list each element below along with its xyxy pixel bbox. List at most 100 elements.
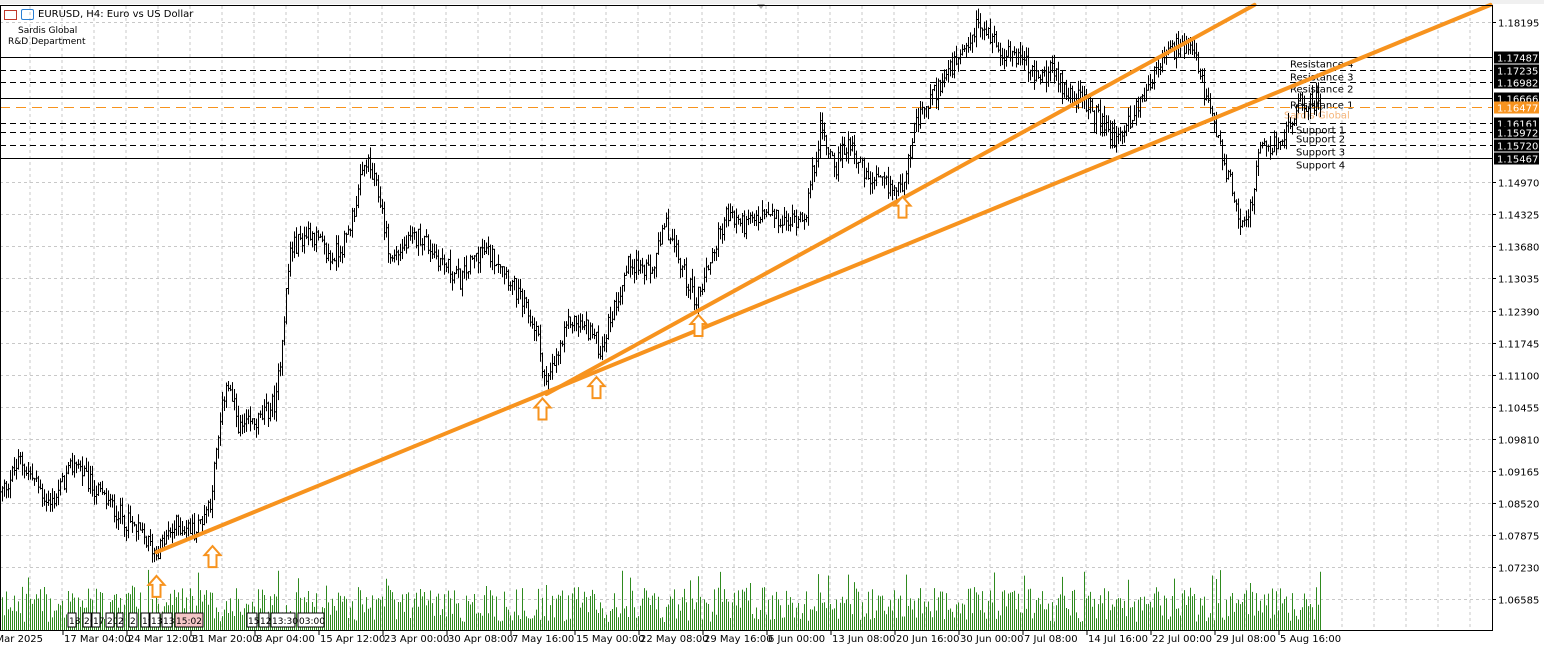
- ohlc-bar: [63, 475, 66, 491]
- ohlc-bar: [341, 246, 344, 264]
- ohlc-bar: [479, 247, 482, 273]
- ohlc-bar: [487, 236, 490, 256]
- ohlc-bar: [855, 150, 858, 169]
- ohlc-bar: [1025, 47, 1028, 66]
- ohlc-bar: [135, 524, 138, 542]
- ohlc-bar: [271, 393, 274, 418]
- price-tag-bg: [1494, 152, 1539, 165]
- ohlc-bar: [1115, 126, 1118, 153]
- chart-shift-marker-icon[interactable]: [757, 4, 765, 9]
- ohlc-bar: [663, 223, 666, 230]
- ohlc-bar: [803, 213, 806, 230]
- time-marker: 20: [105, 612, 119, 628]
- ohlc-bar: [1133, 105, 1136, 122]
- ohlc-bar: [209, 498, 212, 513]
- ohlc-bar: [1055, 68, 1058, 81]
- ohlc-bar: [743, 210, 746, 238]
- ohlc-bar: [175, 514, 178, 536]
- ohlc-bar: [971, 34, 974, 53]
- ohlc-bar: [1095, 105, 1098, 135]
- ohlc-bar: [689, 277, 692, 300]
- price-tick-label: 1.12390: [1498, 308, 1539, 319]
- price-tag-text: 1.16477: [1497, 104, 1538, 115]
- level-price-tag: 1.17235: [1494, 64, 1539, 78]
- ohlc-bar: [691, 268, 694, 293]
- ohlc-bar: [1175, 33, 1178, 69]
- ohlc-bar: [735, 208, 738, 234]
- ohlc-bar: [95, 485, 98, 505]
- ohlc-bar: [889, 175, 892, 197]
- ohlc-bar: [837, 146, 840, 182]
- level-name-label: Resistance 2: [1290, 85, 1353, 96]
- ohlc-bar: [1121, 130, 1124, 145]
- chart-list-icon[interactable]: [4, 9, 17, 20]
- ohlc-bar: [301, 233, 304, 253]
- ohlc-bar: [745, 215, 748, 240]
- ohlc-bar: [317, 230, 320, 241]
- ohlc-bar: [975, 10, 978, 48]
- ohlc-bar: [1265, 140, 1268, 157]
- price-tag-text: 1.15720: [1497, 142, 1538, 153]
- ohlc-bar: [635, 249, 638, 280]
- ohlc-bar: [595, 331, 598, 344]
- ohlc-bar: [1153, 66, 1156, 90]
- ohlc-bar: [279, 361, 282, 377]
- time-tick-label: 7 May 16:00: [512, 634, 574, 645]
- ohlc-bar: [835, 161, 838, 180]
- ohlc-bar: [443, 254, 446, 275]
- ohlc-bar: [71, 452, 74, 476]
- ohlc-bar: [1085, 88, 1088, 113]
- ohlc-bar: [59, 478, 62, 496]
- ohlc-bar: [1301, 91, 1304, 111]
- ohlc-bar: [113, 494, 116, 523]
- up-arrow-icon: [146, 574, 167, 598]
- ohlc-bar: [559, 339, 562, 364]
- ohlc-bar: [1137, 96, 1140, 118]
- ohlc-bar: [409, 225, 412, 241]
- ohlc-bar: [801, 212, 804, 222]
- ohlc-bar: [741, 212, 744, 233]
- ohlc-bar: [283, 316, 286, 346]
- time-marker: 19: [140, 612, 154, 628]
- ohlc-bar: [485, 242, 488, 255]
- ohlc-bar: [1177, 31, 1180, 57]
- ohlc-bar: [949, 59, 952, 77]
- ohlc-bar: [437, 249, 440, 272]
- ohlc-bar: [1247, 209, 1250, 228]
- ohlc-bar: [395, 245, 398, 261]
- ohlc-bar: [399, 243, 402, 261]
- ohlc-bar: [607, 313, 610, 340]
- ohlc-bar: [1091, 98, 1094, 112]
- price-tick-label: 1.06585: [1498, 596, 1539, 607]
- ohlc-bar: [223, 396, 226, 411]
- ohlc-bar: [505, 266, 508, 279]
- ohlc-bar: [305, 226, 308, 240]
- ohlc-bar: [1149, 74, 1152, 91]
- ohlc-bar: [605, 334, 608, 353]
- ohlc-bar: [67, 462, 70, 475]
- time-marker-text: 2: [118, 617, 124, 627]
- ohlc-bar: [539, 324, 542, 362]
- ohlc-bar: [871, 172, 874, 194]
- ohlc-bar: [1063, 82, 1066, 98]
- ohlc-bar: [1109, 120, 1112, 149]
- time-marker-text: 15:02: [176, 617, 202, 627]
- ohlc-bar: [683, 259, 686, 271]
- ohlc-bar: [77, 459, 80, 469]
- ohlc-bar: [335, 235, 338, 271]
- ohlc-bar: [597, 325, 600, 359]
- ohlc-bar: [943, 69, 946, 88]
- ohlc-bar: [661, 224, 664, 245]
- ohlc-bar: [1201, 68, 1204, 83]
- ohlc-bar: [117, 511, 120, 530]
- ohlc-bar: [363, 164, 366, 177]
- up-arrow-icon: [586, 375, 607, 400]
- time-marker-text: 13: [163, 617, 174, 627]
- price-tick-label: 1.13680: [1498, 243, 1539, 254]
- ohlc-bar: [907, 153, 910, 185]
- ohlc-bar: [373, 163, 376, 187]
- ohlc-bar: [165, 529, 168, 545]
- ohlc-bar: [245, 409, 248, 432]
